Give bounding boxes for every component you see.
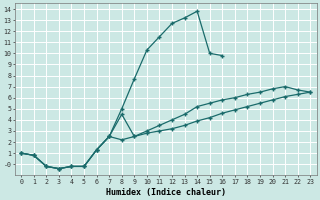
X-axis label: Humidex (Indice chaleur): Humidex (Indice chaleur) <box>106 188 226 197</box>
